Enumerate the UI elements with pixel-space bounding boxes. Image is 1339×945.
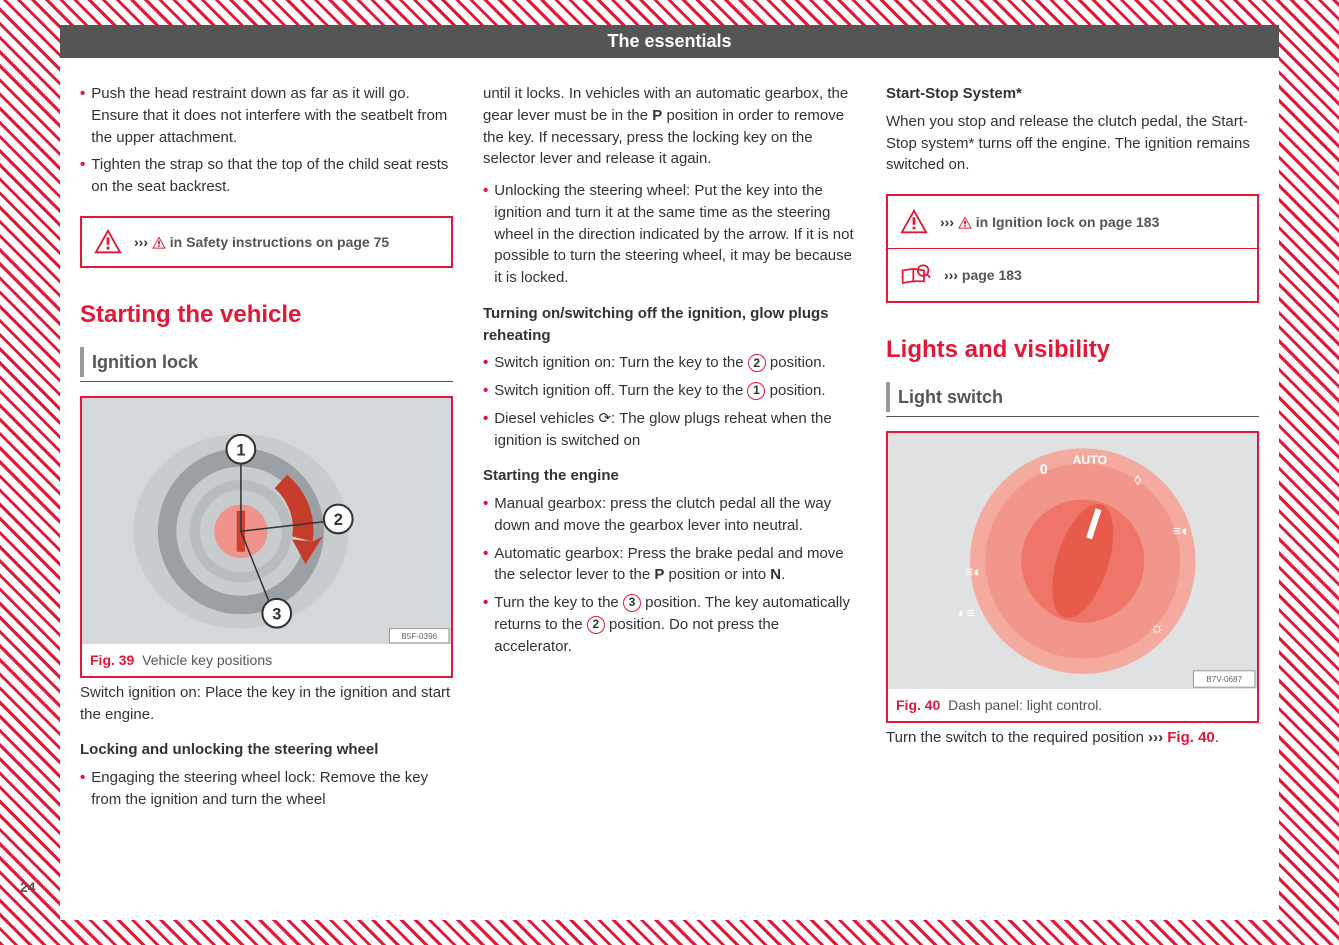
list-text: Push the head restraint down as far as i…	[91, 83, 453, 148]
list-text: Engaging the steering wheel lock: Remove…	[91, 767, 453, 811]
figure-40: 0 AUTO ⬨ ≡◐ ☼ ≡◐ ◐≡ B7V-0687 Fig. 40 Das…	[886, 431, 1259, 724]
svg-text:0: 0	[1040, 462, 1048, 478]
column-1: •Push the head restraint down as far as …	[80, 83, 453, 817]
position-badge: 2	[748, 354, 766, 372]
warning-icon	[900, 208, 928, 236]
column-2: until it locks. In vehicles with an auto…	[483, 83, 856, 817]
svg-text:◐≡: ◐≡	[958, 605, 975, 621]
position-badge: 1	[747, 382, 765, 400]
svg-text:B7V-0687: B7V-0687	[1206, 675, 1242, 684]
bold-heading: Locking and unlocking the steering wheel	[80, 739, 453, 761]
warning-icon	[94, 228, 122, 256]
paragraph: until it locks. In vehicles with an auto…	[483, 83, 856, 170]
bold-heading: Turning on/switching off the ignition, g…	[483, 303, 856, 347]
svg-text:≡◐: ≡◐	[1173, 523, 1190, 539]
list-item: •Switch ignition off. Turn the key to th…	[483, 380, 856, 402]
list-item: •Turn the key to the 3 position. The key…	[483, 592, 856, 657]
list-item: •Manual gearbox: press the clutch pedal …	[483, 493, 856, 537]
svg-text:⬨: ⬨	[1134, 470, 1141, 488]
position-badge: 2	[587, 616, 605, 634]
reference-text: ››› in Safety instructions on page 75	[134, 232, 389, 252]
svg-text:B5F-0396: B5F-0396	[401, 632, 437, 641]
paragraph: When you stop and release the clutch ped…	[886, 111, 1259, 176]
list-text: Tighten the strap so that the top of the…	[91, 154, 453, 198]
reference-text: ››› in Ignition lock on page 183	[940, 212, 1159, 232]
book-icon	[900, 261, 932, 289]
bold-heading: Starting the engine	[483, 465, 856, 487]
svg-text:3: 3	[272, 605, 281, 623]
bold-heading: Start-Stop System*	[886, 83, 1259, 105]
svg-text:2: 2	[334, 511, 343, 529]
list-text: Unlocking the steering wheel: Put the ke…	[494, 180, 856, 289]
svg-text:1: 1	[236, 441, 245, 459]
ignition-illustration: 1 2 3 B5F-0396	[82, 398, 451, 644]
list-item: •Diesel vehicles ⟳: The glow plugs rehea…	[483, 408, 856, 452]
subsection-heading: Ignition lock	[80, 347, 453, 382]
subsection-heading: Light switch	[886, 382, 1259, 417]
list-text: Diesel vehicles ⟳: The glow plugs reheat…	[494, 408, 856, 452]
reference-text: ››› page 183	[944, 265, 1022, 285]
figure-caption: Fig. 39 Vehicle key positions	[82, 644, 451, 676]
column-3: Start-Stop System* When you stop and rel…	[886, 83, 1259, 817]
reference-box: ››› in Ignition lock on page 183 ››› pag…	[886, 194, 1259, 303]
svg-text:☼: ☼	[1149, 619, 1164, 637]
page-content: The essentials •Push the head restraint …	[60, 25, 1279, 920]
paragraph: Turn the switch to the required position…	[886, 727, 1259, 749]
figure-39: 1 2 3 B5F-0396 Fig. 39 Vehicle key posit…	[80, 396, 453, 678]
section-heading: Lights and visibility	[886, 333, 1259, 368]
light-switch-illustration: 0 AUTO ⬨ ≡◐ ☼ ≡◐ ◐≡ B7V-0687	[888, 433, 1257, 689]
list-text: Manual gearbox: press the clutch pedal a…	[494, 493, 856, 537]
page-header: The essentials	[60, 25, 1279, 58]
figure-caption: Fig. 40 Dash panel: light control.	[888, 689, 1257, 721]
reference-box: ››› in Safety instructions on page 75	[80, 216, 453, 268]
list-item: •Switch ignition on: Turn the key to the…	[483, 352, 856, 374]
list-item: •Tighten the strap so that the top of th…	[80, 154, 453, 198]
page-number: 24	[20, 879, 36, 895]
section-heading: Starting the vehicle	[80, 298, 453, 333]
list-item: •Automatic gearbox: Press the brake peda…	[483, 543, 856, 587]
svg-text:≡◐: ≡◐	[965, 564, 982, 580]
list-item: •Unlocking the steering wheel: Put the k…	[483, 180, 856, 289]
paragraph: Switch ignition on: Place the key in the…	[80, 682, 453, 726]
position-badge: 3	[623, 594, 641, 612]
list-item: •Push the head restraint down as far as …	[80, 83, 453, 148]
list-item: •Engaging the steering wheel lock: Remov…	[80, 767, 453, 811]
svg-text:AUTO: AUTO	[1073, 453, 1108, 467]
